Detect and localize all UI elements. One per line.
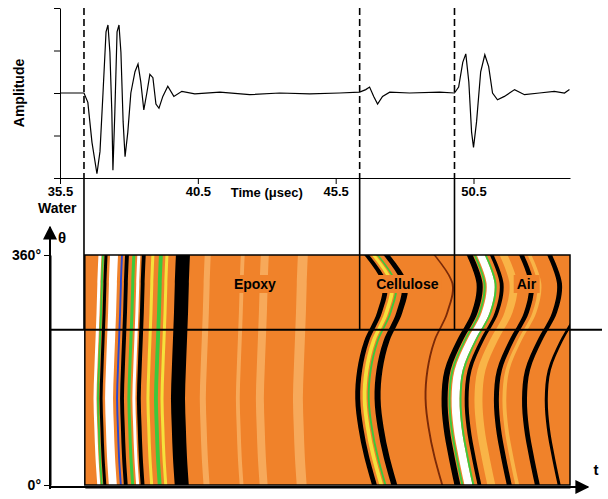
y-tick-mark bbox=[54, 136, 60, 137]
image-area bbox=[85, 255, 570, 485]
y-tick-mark bbox=[54, 8, 60, 9]
echo-stripe bbox=[200, 255, 211, 485]
x-tick: 35.5 bbox=[48, 178, 73, 199]
theta-tick-label: 360° bbox=[12, 247, 41, 263]
slice-line bbox=[50, 329, 602, 331]
x-tick-label: 35.5 bbox=[48, 184, 73, 199]
y-tick bbox=[54, 93, 60, 94]
x-axis-title: t bbox=[594, 461, 599, 478]
echo-stripe bbox=[105, 255, 118, 485]
gate-line bbox=[359, 178, 361, 330]
waveform bbox=[60, 25, 569, 174]
x-tick: 50.5 bbox=[461, 178, 486, 199]
echo-stripe bbox=[137, 255, 146, 485]
x-axis: 35.5 40.5 45.5 50.5 bbox=[48, 178, 571, 199]
x-tick: 40.5 bbox=[186, 178, 211, 199]
echo-stripe bbox=[293, 255, 308, 485]
plot-area bbox=[60, 8, 569, 178]
image-frame bbox=[85, 255, 570, 485]
t-axis-arrow bbox=[50, 486, 588, 488]
x-tick-label: 50.5 bbox=[461, 184, 486, 199]
y-axis-title: θ bbox=[58, 229, 66, 246]
x-tick: 45.5 bbox=[324, 178, 349, 199]
x-tick-label: 45.5 bbox=[324, 184, 349, 199]
y-tick-mark bbox=[54, 93, 60, 94]
image-background bbox=[85, 255, 570, 485]
gate-line bbox=[454, 178, 456, 330]
y-tick bbox=[54, 8, 60, 9]
label-patch bbox=[373, 275, 441, 293]
region-label: Epoxy bbox=[234, 276, 276, 292]
theta-axis: 0° 360° bbox=[12, 247, 50, 493]
y-axis-title: Amplitude bbox=[11, 59, 27, 128]
echo-stripe bbox=[120, 255, 129, 485]
y-tick bbox=[54, 178, 60, 179]
echo-stripe bbox=[502, 255, 541, 485]
region-label: Water bbox=[38, 200, 77, 216]
y-tick bbox=[54, 136, 60, 137]
echo-stripe bbox=[146, 255, 154, 485]
theta-tick-label: 0° bbox=[28, 477, 41, 493]
label-patch bbox=[231, 275, 279, 293]
gate-line bbox=[83, 178, 85, 330]
region-labels: Water Epoxy Cellulose Air bbox=[38, 200, 540, 293]
y-tick bbox=[54, 51, 60, 52]
gate-marker bbox=[454, 8, 456, 178]
region-label: Cellulose bbox=[376, 276, 438, 292]
x-tick-mark bbox=[474, 178, 475, 184]
gate-marker bbox=[359, 8, 361, 178]
x-axis-line bbox=[61, 178, 571, 179]
x-tick-mark bbox=[60, 178, 61, 184]
theta-axis-arrow bbox=[49, 227, 51, 489]
echo-stripe bbox=[160, 255, 168, 485]
y-tick-mark bbox=[54, 51, 60, 52]
echo-stripe bbox=[171, 255, 190, 485]
region-label: Air bbox=[517, 276, 537, 292]
x-tick-mark bbox=[198, 178, 199, 184]
theta-tick: 0° bbox=[28, 477, 50, 493]
x-tick-mark bbox=[336, 178, 337, 184]
x-tick-label: 40.5 bbox=[186, 184, 211, 199]
figure: 35.5 40.5 45.5 50.5 Amplitude Time (μsec) 0° 36… bbox=[0, 0, 608, 499]
label-patch bbox=[514, 275, 540, 293]
y-tick-mark bbox=[54, 178, 60, 179]
theta-tick: 360° bbox=[12, 247, 50, 263]
gate-marker bbox=[83, 8, 85, 178]
echo-stripe bbox=[545, 255, 570, 485]
x-axis-title: Time (μsec) bbox=[231, 185, 303, 200]
y-axis bbox=[54, 9, 61, 179]
